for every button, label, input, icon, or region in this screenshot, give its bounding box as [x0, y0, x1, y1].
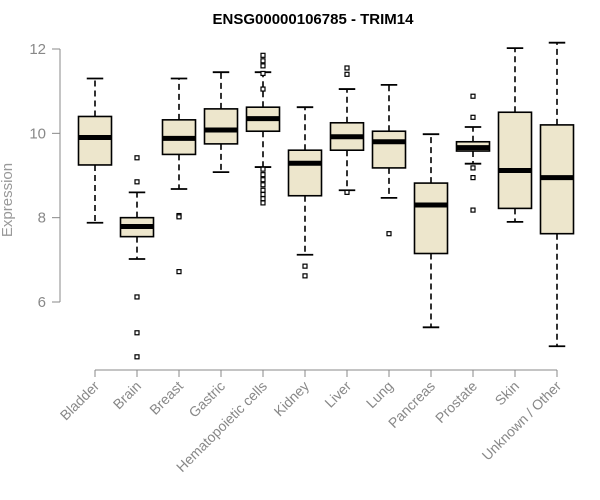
chart-title: ENSG00000106785 - TRIM14: [213, 11, 415, 28]
x-tick-label: Pancreas: [385, 378, 438, 431]
box-skin: [497, 47, 533, 223]
box-lung: [371, 83, 407, 237]
outlier-point: [470, 114, 476, 120]
y-tick-label: 10: [29, 125, 46, 142]
iqr-box: [371, 130, 407, 169]
outlier-point: [134, 155, 140, 161]
outlier-point: [470, 207, 476, 213]
outlier-point: [260, 172, 266, 178]
iqr-box: [203, 108, 239, 145]
iqr-box: [497, 111, 533, 210]
outlier-point: [176, 269, 182, 275]
outlier-point: [260, 86, 266, 92]
outlier-point: [134, 354, 140, 360]
outlier-point: [260, 70, 266, 77]
outlier-point: [302, 263, 308, 269]
iqr-box: [77, 115, 113, 166]
x-tick-label: Lung: [363, 378, 396, 411]
outlier-point: [260, 177, 266, 183]
outlier-point: [260, 196, 266, 202]
outlier-point: [176, 214, 182, 220]
x-tick-label: Unknown / Other: [479, 378, 565, 464]
outlier-point: [302, 273, 308, 279]
outlier-point: [344, 71, 350, 77]
outlier-point: [260, 63, 266, 69]
outlier-point: [260, 200, 266, 206]
outlier-point: [470, 93, 476, 99]
outlier-point: [260, 191, 266, 198]
x-tick-label: Brain: [110, 378, 144, 412]
y-tick-label: 12: [29, 41, 46, 58]
outlier-point: [260, 187, 266, 193]
box-breast: [161, 77, 197, 275]
box-hematopoietic-cells: [245, 52, 281, 206]
box-unknown-other: [539, 41, 575, 348]
box-brain: [119, 155, 155, 360]
x-tick-label: Skin: [492, 378, 523, 409]
x-tick-label: Bladder: [57, 378, 103, 424]
x-tick-label: Prostate: [432, 378, 480, 426]
iqr-box: [413, 182, 449, 255]
outlier-point: [386, 231, 392, 237]
box-prostate: [455, 93, 491, 213]
x-tick-label: Breast: [146, 378, 186, 418]
x-tick-label: Kidney: [271, 378, 313, 420]
outlier-point: [470, 175, 476, 181]
box-pancreas: [413, 133, 449, 329]
x-tick-label: Liver: [321, 378, 354, 411]
box-bladder: [77, 77, 113, 224]
outlier-point: [260, 182, 266, 188]
y-tick-label: 6: [38, 294, 46, 311]
y-axis-label: Expression: [0, 163, 16, 237]
y-axis: 6 8 10 12: [29, 41, 61, 311]
outlier-point: [344, 65, 350, 71]
outlier-point: [344, 189, 350, 195]
outlier-point: [470, 165, 476, 171]
box-gastric: [203, 71, 239, 174]
box-liver: [329, 65, 365, 195]
boxes-group: [77, 41, 575, 360]
outlier-point: [134, 330, 140, 336]
outlier-point: [260, 58, 266, 64]
outlier-point: [134, 179, 140, 185]
iqr-box: [287, 149, 323, 197]
y-tick-label: 8: [38, 210, 46, 227]
outlier-point: [260, 166, 266, 172]
box-kidney: [287, 106, 323, 279]
outlier-point: [134, 294, 140, 300]
outlier-point: [260, 52, 266, 58]
